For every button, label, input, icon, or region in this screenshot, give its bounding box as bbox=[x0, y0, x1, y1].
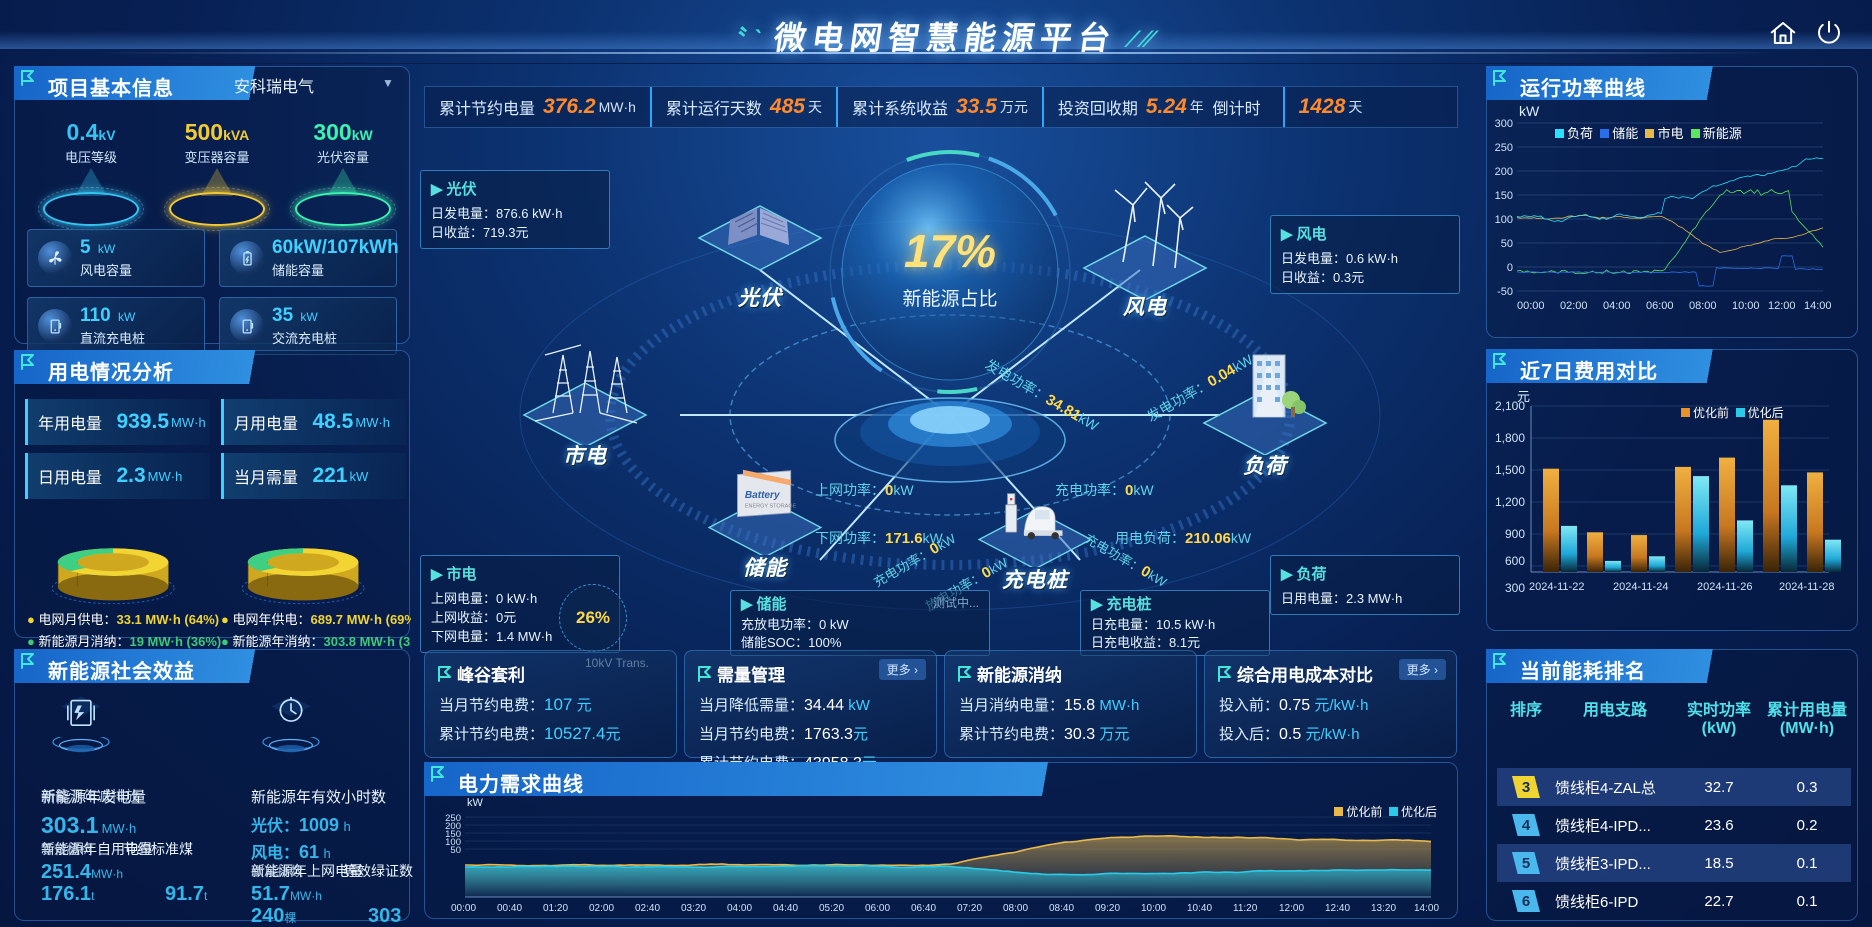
svg-text:ENERGY STORAGE: ENERGY STORAGE bbox=[745, 503, 797, 509]
svg-text:50: 50 bbox=[450, 845, 461, 856]
svg-text:1,500: 1,500 bbox=[1495, 463, 1525, 477]
svg-text:10:40: 10:40 bbox=[1187, 903, 1212, 914]
svg-text:150: 150 bbox=[1495, 190, 1513, 202]
svg-text:14:00: 14:00 bbox=[1804, 300, 1831, 312]
svg-text:300: 300 bbox=[1505, 581, 1525, 595]
svg-text:14:00: 14:00 bbox=[1414, 903, 1439, 914]
svg-text:08:40: 08:40 bbox=[1049, 903, 1074, 914]
svg-text:04:00: 04:00 bbox=[727, 903, 752, 914]
svg-text:50: 50 bbox=[1501, 238, 1513, 250]
svg-text:02:00: 02:00 bbox=[589, 903, 614, 914]
svg-text:-50: -50 bbox=[1497, 286, 1513, 298]
svg-text:1,800: 1,800 bbox=[1495, 431, 1525, 445]
svg-text:Battery: Battery bbox=[745, 490, 781, 501]
svg-text:11:20: 11:20 bbox=[1233, 903, 1258, 914]
svg-text:1,200: 1,200 bbox=[1495, 495, 1525, 509]
svg-text:00:40: 00:40 bbox=[497, 903, 522, 914]
svg-text:600: 600 bbox=[1505, 554, 1525, 568]
svg-text:100: 100 bbox=[1495, 214, 1513, 226]
svg-text:0: 0 bbox=[1507, 262, 1513, 274]
svg-text:2024-11-24: 2024-11-24 bbox=[1613, 581, 1668, 593]
svg-text:04:00: 04:00 bbox=[1603, 300, 1631, 312]
svg-text:2024-11-28: 2024-11-28 bbox=[1779, 581, 1834, 593]
svg-text:06:00: 06:00 bbox=[865, 903, 890, 914]
svg-text:12:40: 12:40 bbox=[1325, 903, 1350, 914]
svg-text:13:20: 13:20 bbox=[1371, 903, 1396, 914]
svg-text:02:40: 02:40 bbox=[635, 903, 660, 914]
svg-text:10:00: 10:00 bbox=[1141, 903, 1166, 914]
svg-text:900: 900 bbox=[1505, 527, 1525, 541]
svg-text:03:20: 03:20 bbox=[681, 903, 706, 914]
svg-text:06:40: 06:40 bbox=[911, 903, 936, 914]
svg-text:06:00: 06:00 bbox=[1646, 300, 1674, 312]
svg-text:2,100: 2,100 bbox=[1495, 400, 1525, 413]
svg-text:2024-11-22: 2024-11-22 bbox=[1529, 581, 1584, 593]
svg-text:05:20: 05:20 bbox=[819, 903, 844, 914]
svg-text:12:00: 12:00 bbox=[1279, 903, 1304, 914]
svg-text:10:00: 10:00 bbox=[1732, 300, 1760, 312]
svg-text:200: 200 bbox=[1495, 166, 1513, 178]
svg-text:01:20: 01:20 bbox=[543, 903, 568, 914]
svg-text:08:00: 08:00 bbox=[1003, 903, 1028, 914]
svg-text:07:20: 07:20 bbox=[957, 903, 982, 914]
svg-text:08:00: 08:00 bbox=[1689, 300, 1717, 312]
svg-text:09:20: 09:20 bbox=[1095, 903, 1120, 914]
svg-text:00:00: 00:00 bbox=[1517, 300, 1545, 312]
svg-text:250: 250 bbox=[1495, 142, 1513, 154]
svg-text:00:00: 00:00 bbox=[451, 903, 476, 914]
svg-text:12:00: 12:00 bbox=[1768, 300, 1796, 312]
svg-text:02:00: 02:00 bbox=[1560, 300, 1588, 312]
svg-text:04:40: 04:40 bbox=[773, 903, 798, 914]
svg-text:300: 300 bbox=[1495, 118, 1513, 130]
svg-text:2024-11-26: 2024-11-26 bbox=[1697, 581, 1752, 593]
